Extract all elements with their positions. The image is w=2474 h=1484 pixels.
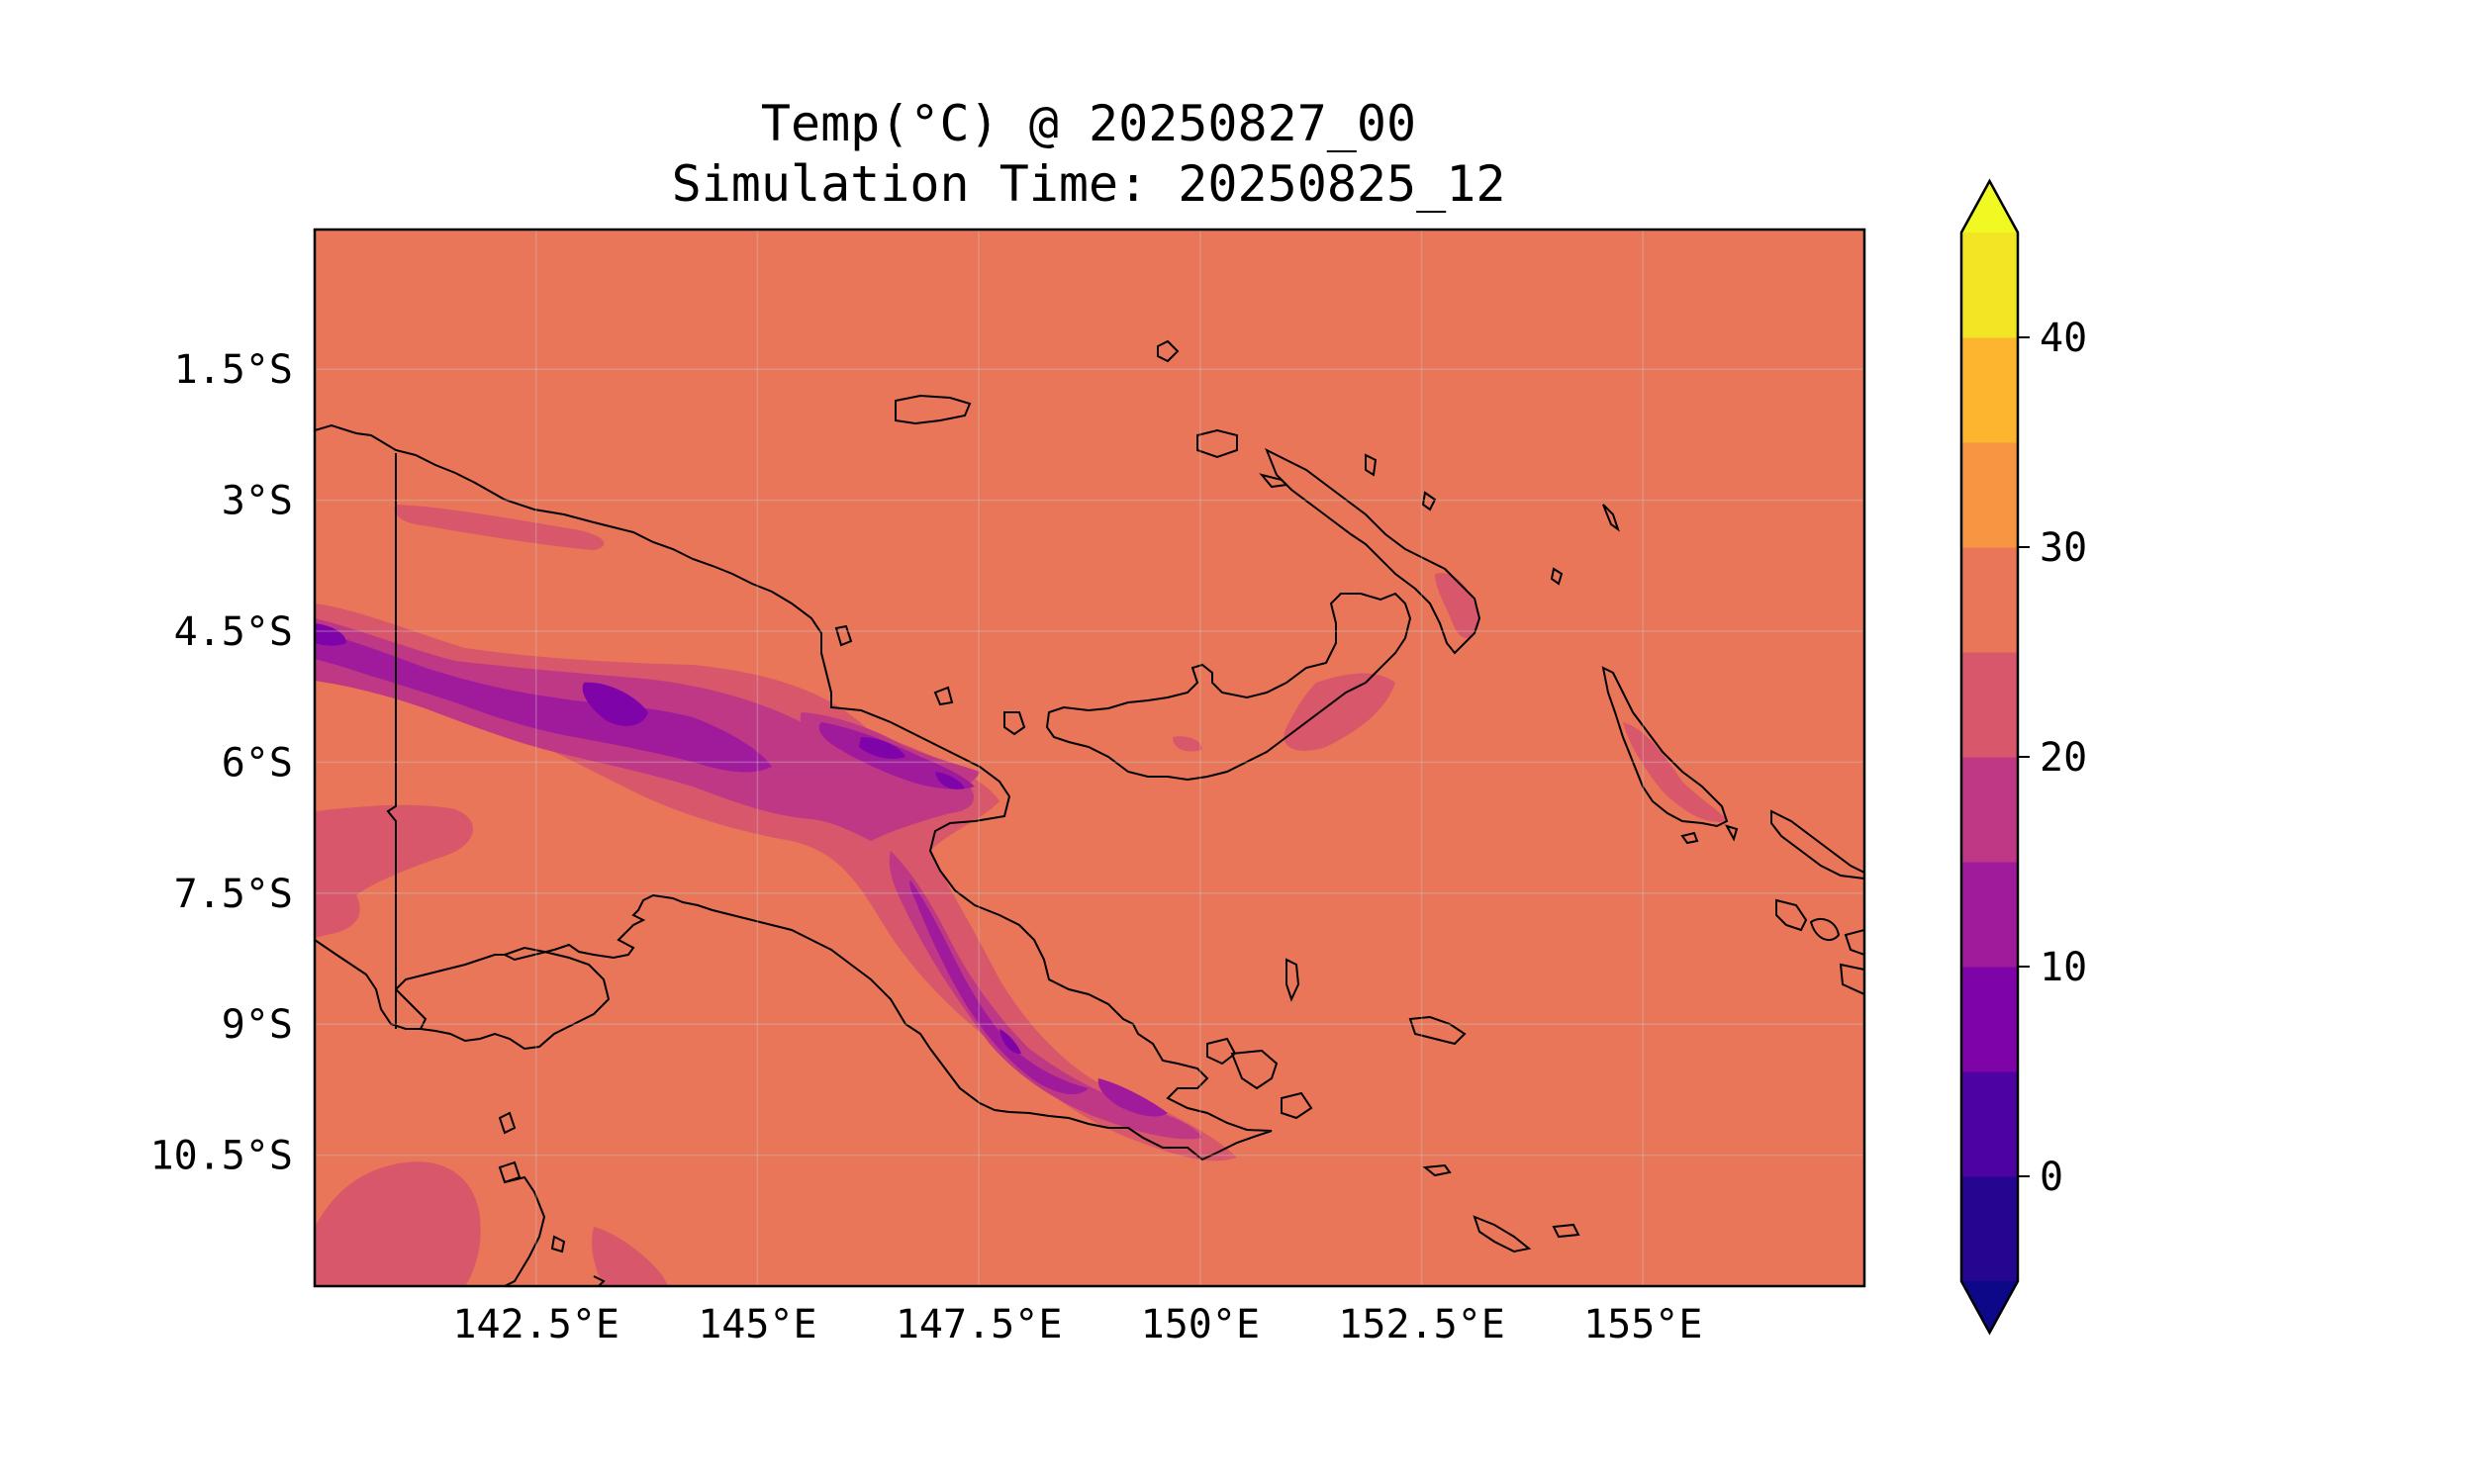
- y-tick-label: 3°S: [222, 479, 293, 524]
- colorbar-tick-label: 40: [2040, 316, 2087, 361]
- new-guinea-coastline: [315, 423, 1273, 1161]
- contour-band-20-25: [592, 1227, 668, 1286]
- x-tick-label: 155°E: [1583, 1302, 1702, 1347]
- y-tick-label: 4.5°S: [174, 609, 293, 655]
- colorbar-extend-min: [1961, 1281, 2018, 1333]
- contour-band-20-25: [315, 804, 474, 938]
- contour-band-20-25: [394, 505, 605, 550]
- x-tick-label: 147.5°E: [896, 1302, 1063, 1347]
- colorbar-segment: [1961, 757, 2018, 863]
- colorbar-segment: [1961, 442, 2018, 548]
- map-title-line2: Simulation Time: 20250825_12: [672, 155, 1506, 213]
- colorbar-segment: [1961, 232, 2018, 338]
- contour-band-20-25: [1284, 673, 1395, 751]
- colorbar-tick-label: 10: [2040, 945, 2087, 990]
- bougainville-coastline: [1601, 666, 1729, 828]
- colorbar-segment: [1961, 652, 2018, 758]
- colorbar-segment: [1961, 337, 2018, 443]
- new-britain-coastline: [1045, 592, 1412, 782]
- colorbar-tick-label: 30: [2040, 525, 2087, 571]
- colorbar-segment: [1961, 1071, 2018, 1177]
- gridlines: [315, 230, 1864, 1286]
- x-axis: 142.5°E 145°E 147.5°E 150°E 152.5°E 155°E: [452, 1302, 1702, 1347]
- map-title-line1: Temp(°C) @ 20250827_00: [761, 95, 1416, 152]
- colorbar-segment: [1961, 547, 2018, 653]
- colorbar-extend-max: [1961, 181, 2018, 232]
- colorbar-outline: [1959, 178, 2020, 1336]
- islands: [498, 339, 1739, 1286]
- y-axis: 1.5°S 3°S 4.5°S 6°S 7.5°S 9°S 10.5°S: [150, 347, 294, 1178]
- contour-band-10-15: [1097, 1078, 1168, 1117]
- contour-band-5-10: [315, 623, 346, 646]
- colorbar: 0 10 20 30 40: [1959, 178, 2087, 1336]
- x-tick-label: 152.5°E: [1338, 1302, 1505, 1347]
- coastlines: [315, 339, 1864, 1286]
- colorbar-tick-label: 20: [2040, 735, 2087, 781]
- contour-band-5-10: [935, 772, 965, 789]
- contour-band-20-25: [1435, 573, 1479, 638]
- y-tick-label: 7.5°S: [174, 872, 293, 917]
- solomon-coastline: [1770, 809, 1864, 881]
- map-panel: [313, 228, 1866, 1288]
- contour-band-5-10: [999, 1029, 1021, 1055]
- new-ireland-coastline: [1265, 447, 1481, 655]
- contour-band-5-10: [859, 737, 905, 759]
- y-tick-label: 1.5°S: [174, 347, 293, 393]
- temperature-contours: [315, 505, 1727, 1286]
- colorbar-segment: [1961, 862, 2018, 968]
- contour-band-20-25: [315, 1161, 481, 1286]
- map-frame: [313, 228, 1866, 1288]
- contour-band-20-25: [1173, 736, 1202, 752]
- colorbar-tick-label: 0: [2040, 1155, 2063, 1200]
- y-tick-label: 6°S: [222, 740, 293, 786]
- border-line: [386, 453, 397, 1029]
- colorbar-segment: [1961, 967, 2018, 1072]
- colorbar-segment: [1961, 1176, 2018, 1282]
- contour-band-10-15: [315, 631, 772, 773]
- y-tick-label: 9°S: [222, 1002, 293, 1048]
- coastline-trans-fly: [420, 946, 611, 1051]
- solomon-coastline-2: [1775, 898, 1864, 996]
- x-tick-label: 142.5°E: [452, 1302, 619, 1347]
- y-tick-label: 10.5°S: [150, 1134, 294, 1179]
- contour-band-20-25: [1623, 722, 1727, 822]
- x-tick-label: 145°E: [698, 1302, 816, 1347]
- contour-band-5-10: [582, 682, 648, 726]
- x-tick-label: 150°E: [1141, 1302, 1260, 1347]
